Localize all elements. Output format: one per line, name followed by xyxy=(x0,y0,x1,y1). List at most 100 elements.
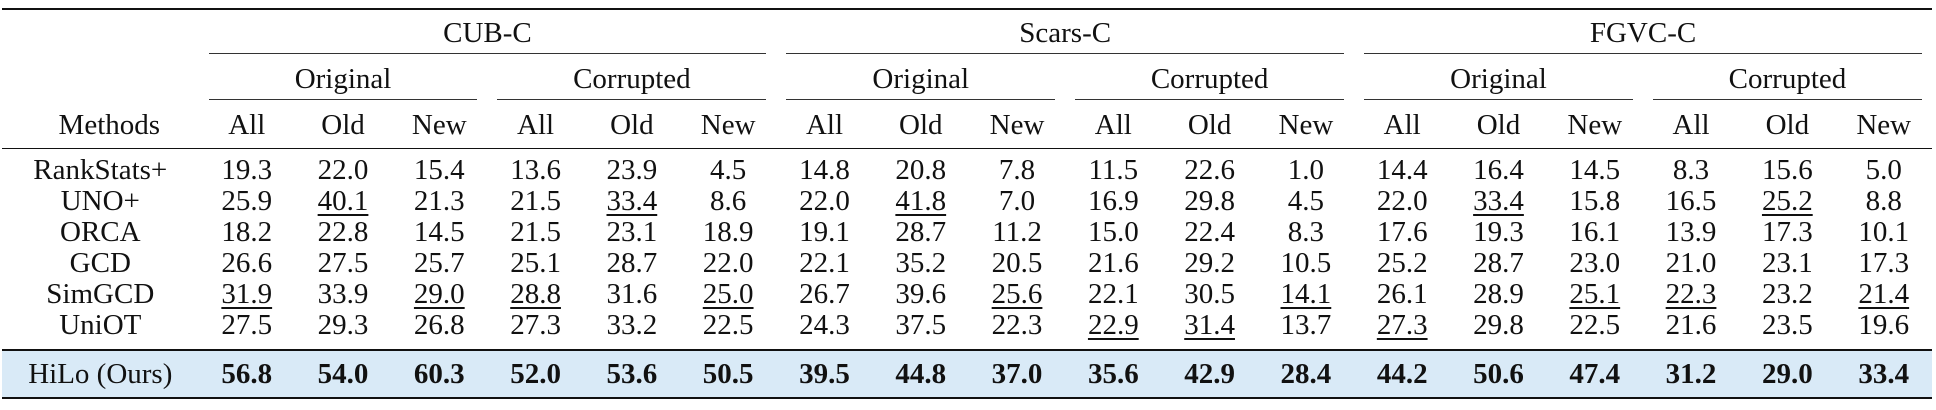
header-row-columns: Methods All Old New All Old New All Old New All Ol… xyxy=(2,102,1932,149)
metric-cell: 14.1 xyxy=(1258,279,1354,310)
metric-cell: 25.2 xyxy=(1739,186,1835,217)
metric-value: 33.2 xyxy=(606,309,658,341)
metric-cell: 23.0 xyxy=(1547,248,1643,279)
metric-value: 4.5 xyxy=(1287,185,1325,217)
metric-value: 19.1 xyxy=(799,216,850,248)
metric-value: 21.5 xyxy=(510,185,561,217)
metric-cell-ours: 50.6 xyxy=(1450,350,1547,398)
subheader-original: Original xyxy=(776,56,1065,102)
column-header-all: All xyxy=(805,108,843,141)
metric-value: 25.2 xyxy=(1376,247,1428,279)
dataset-header-cub: CUB-C xyxy=(199,9,777,56)
metric-value: 31.6 xyxy=(606,278,658,310)
metric-value: 19.3 xyxy=(1473,216,1524,248)
metric-cell: 33.4 xyxy=(584,186,680,217)
metric-cell: 22.0 xyxy=(1354,186,1450,217)
metric-cell: 14.4 xyxy=(1354,149,1450,187)
metric-value: 25.7 xyxy=(413,247,465,279)
metric-cell: 17.6 xyxy=(1354,217,1450,248)
metric-cell: 16.9 xyxy=(1065,186,1161,217)
metric-cell: 23.9 xyxy=(584,149,680,187)
metric-cell: 31.6 xyxy=(584,279,680,310)
metric-cell: 16.4 xyxy=(1450,149,1546,187)
metric-value: 8.3 xyxy=(1672,154,1710,186)
metric-value: 30.5 xyxy=(1184,278,1235,310)
metric-cell: 30.5 xyxy=(1161,279,1257,310)
column-header-all: All xyxy=(517,108,555,141)
metric-cell: 26.1 xyxy=(1354,279,1450,310)
metric-cell: 28.7 xyxy=(584,248,680,279)
metric-cell: 27.5 xyxy=(199,310,295,350)
metric-cell: 18.9 xyxy=(680,217,776,248)
metric-value: 25.2 xyxy=(1761,185,1813,217)
metric-cell-ours: 52.0 xyxy=(487,350,584,398)
metric-value: 8.8 xyxy=(1865,185,1902,217)
metric-value: 28.7 xyxy=(895,216,947,248)
metric-value: 22.5 xyxy=(1569,309,1621,341)
metric-value: 26.7 xyxy=(799,278,850,310)
metric-cell: 31.9 xyxy=(199,279,295,310)
metric-value: 7.0 xyxy=(998,185,1036,217)
metric-value: 15.6 xyxy=(1761,154,1813,186)
metric-cell: 19.6 xyxy=(1835,310,1932,350)
metric-cell: 15.6 xyxy=(1739,149,1835,187)
metric-value: 22.1 xyxy=(1087,278,1139,310)
table-row: SimGCD 31.9 33.9 29.0 28.8 31.6 25.0 26.7 39.6 25… xyxy=(2,279,1932,310)
metric-cell: 22.5 xyxy=(680,310,776,350)
subheader-corrupted: Corrupted xyxy=(1065,56,1354,102)
methods-header: Methods xyxy=(58,108,161,141)
metric-cell: 25.6 xyxy=(969,279,1065,310)
metric-value: 33.4 xyxy=(1473,185,1524,217)
metric-cell: 22.0 xyxy=(680,248,776,279)
metric-value: 40.1 xyxy=(317,185,369,217)
metric-cell: 13.6 xyxy=(487,149,583,187)
metric-cell: 17.3 xyxy=(1739,217,1835,248)
metric-value: 27.5 xyxy=(317,247,369,279)
metric-cell: 26.8 xyxy=(391,310,487,350)
metric-cell: 29.8 xyxy=(1161,186,1257,217)
metric-value: 4.5 xyxy=(710,154,747,186)
metric-cell: 27.3 xyxy=(1354,310,1450,350)
metric-value: 19.6 xyxy=(1858,309,1910,341)
metric-value: 16.4 xyxy=(1473,154,1524,186)
metric-value: 20.5 xyxy=(991,247,1043,279)
metric-cell: 19.1 xyxy=(776,217,872,248)
metric-cell-ours: 29.0 xyxy=(1739,350,1836,398)
metric-value: 23.5 xyxy=(1761,309,1813,341)
metric-cell: 22.8 xyxy=(295,217,391,248)
metric-value: 14.5 xyxy=(1569,154,1621,186)
metric-cell: 33.9 xyxy=(295,279,391,310)
metric-cell: 13.9 xyxy=(1643,217,1739,248)
table-row: RankStats+ 19.3 22.0 15.4 13.6 23.9 4.5 14.8 20.… xyxy=(2,149,1932,187)
metric-cell: 19.3 xyxy=(199,149,295,187)
metric-cell: 14.5 xyxy=(1547,149,1643,187)
metric-cell: 8.3 xyxy=(1643,149,1739,187)
metric-cell: 15.0 xyxy=(1065,217,1161,248)
column-header-new: New xyxy=(1856,108,1912,141)
metric-cell: 29.2 xyxy=(1161,248,1257,279)
method-name: RankStats+ xyxy=(33,154,168,186)
metric-cell: 8.6 xyxy=(680,186,776,217)
metric-cell: 21.0 xyxy=(1643,248,1739,279)
metric-value: 14.4 xyxy=(1376,154,1428,186)
metric-value: 22.5 xyxy=(702,309,754,341)
metric-cell: 22.0 xyxy=(295,149,391,187)
metric-value: 21.3 xyxy=(413,185,465,217)
table-row: UNO+ 25.9 40.1 21.3 21.5 33.4 8.6 22.0 41.8 7.0 16… xyxy=(2,186,1932,217)
metric-value: 17.3 xyxy=(1858,247,1910,279)
metric-value: 22.6 xyxy=(1184,154,1235,186)
metric-value: 26.8 xyxy=(413,309,465,341)
metric-value: 21.5 xyxy=(510,216,561,248)
metric-value: 7.8 xyxy=(998,154,1036,186)
metric-cell: 33.2 xyxy=(584,310,680,350)
metric-cell-ours: 47.4 xyxy=(1546,350,1643,398)
metric-cell: 1.0 xyxy=(1258,149,1354,187)
metric-value: 28.7 xyxy=(1473,247,1524,279)
metric-cell: 8.3 xyxy=(1258,217,1354,248)
table-row: GCD 26.6 27.5 25.7 25.1 28.7 22.0 22.1 35.2 20.5 2… xyxy=(2,248,1932,279)
column-header-old: Old xyxy=(610,108,654,141)
metric-cell-ours: 42.9 xyxy=(1161,350,1258,398)
metric-value: 23.9 xyxy=(606,154,658,186)
metric-cell: 22.1 xyxy=(1065,279,1161,310)
